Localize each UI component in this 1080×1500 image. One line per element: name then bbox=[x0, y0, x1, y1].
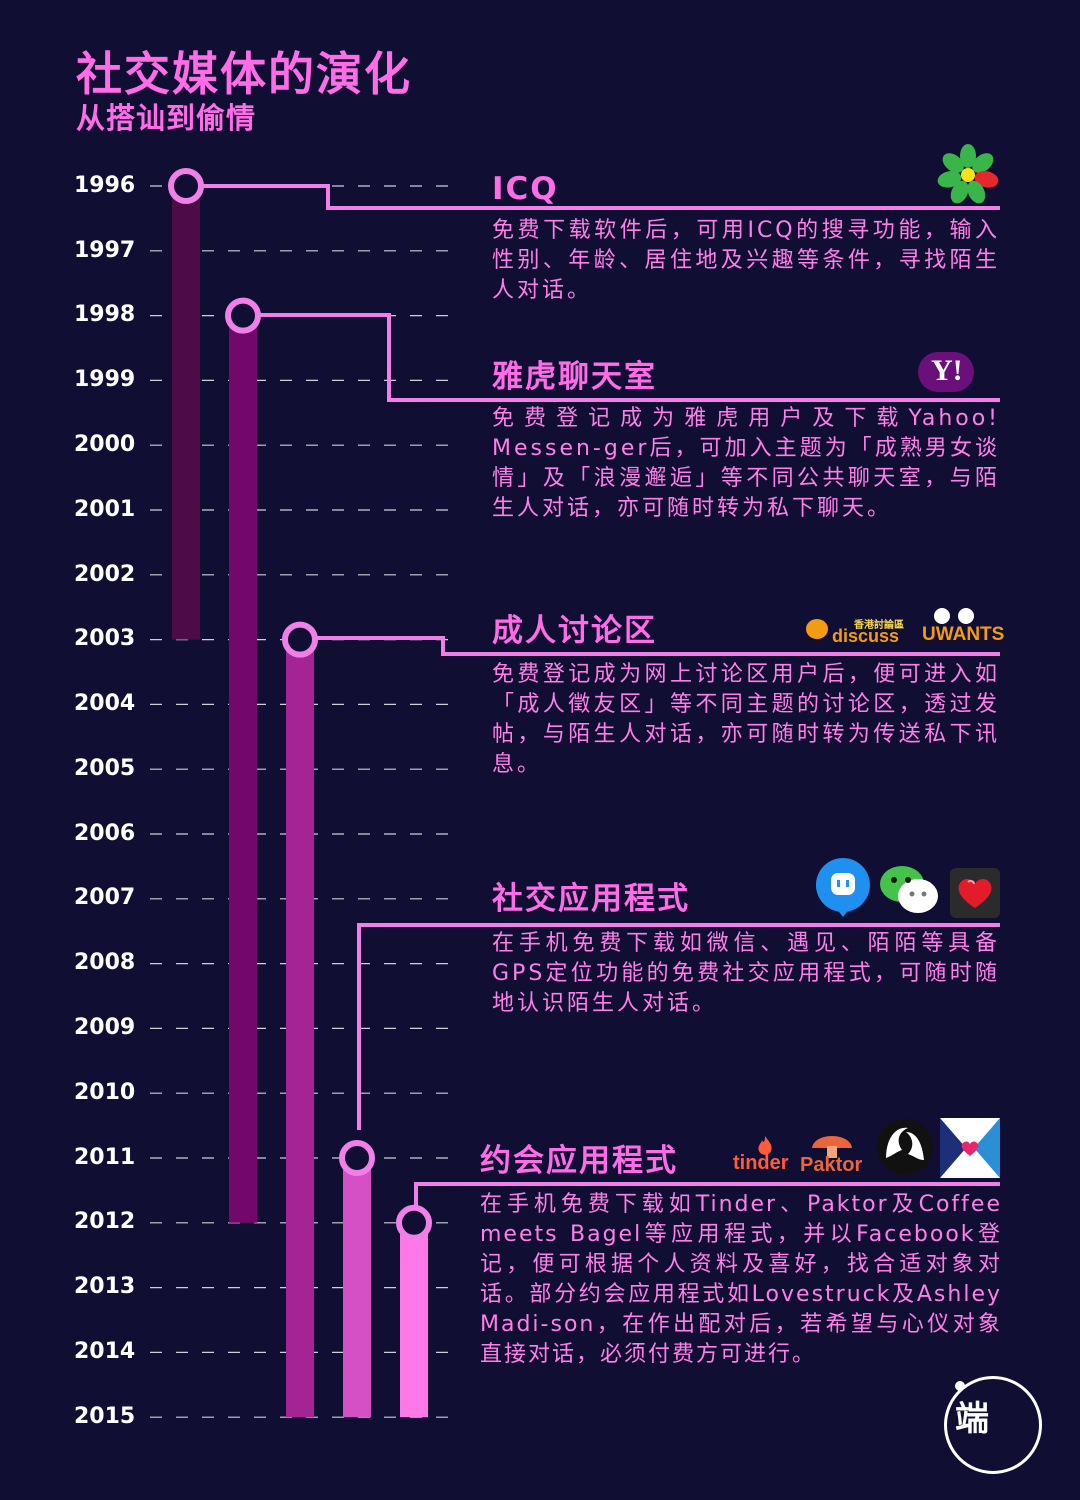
paktor-logo-text: Paktor bbox=[800, 1154, 863, 1176]
year-label: 2015 bbox=[74, 1404, 136, 1429]
brand-logo: 端 bbox=[944, 1376, 1042, 1474]
brand-logo-text: 端 bbox=[955, 1399, 989, 1439]
entry-description-yahoo: 免费登记成为雅虎用户及下载Yahoo! Messen-ger后，可加入主题为「成… bbox=[492, 406, 1000, 521]
momo-app-icon bbox=[815, 858, 870, 917]
uwants-logo-text: UWANTS bbox=[922, 624, 1005, 645]
year-label: 1996 bbox=[74, 173, 136, 198]
year-label: 2006 bbox=[74, 821, 136, 846]
connector-social-apps bbox=[357, 923, 1000, 1130]
year-label: 2008 bbox=[74, 950, 136, 975]
year-label: 2013 bbox=[74, 1274, 136, 1299]
year-label: 2007 bbox=[74, 885, 136, 910]
uwants-logo: UWANTS bbox=[920, 608, 1004, 650]
connector-icq bbox=[202, 184, 1000, 210]
discuss-logo-text: discuss bbox=[832, 626, 900, 646]
tinder-logo-text: tinder bbox=[733, 1152, 789, 1174]
wechat-app-icon bbox=[880, 866, 938, 913]
timeline-bar bbox=[343, 1158, 371, 1418]
connector-forum bbox=[316, 636, 1000, 656]
year-label: 1997 bbox=[74, 238, 136, 263]
year-label: 2009 bbox=[74, 1015, 136, 1040]
discuss-logo-small: 香港討論區 bbox=[854, 620, 904, 631]
timeline-bar bbox=[172, 186, 200, 640]
year-label: 2014 bbox=[74, 1339, 136, 1364]
paktor-mushroom-icon bbox=[812, 1136, 852, 1158]
entry-title-yahoo: 雅虎聊天室 bbox=[492, 359, 657, 395]
tinder-logo: tinder bbox=[733, 1136, 797, 1180]
timeline-node bbox=[168, 168, 204, 204]
uwants-face-icon bbox=[934, 608, 950, 624]
heart-app-icon bbox=[950, 868, 1000, 918]
timeline-bar bbox=[400, 1222, 428, 1418]
yahoo-logo: Y! bbox=[918, 352, 974, 392]
year-label: 1998 bbox=[74, 302, 136, 327]
discuss-bubble-icon bbox=[806, 619, 828, 639]
tinder-flame-icon bbox=[758, 1136, 772, 1155]
year-label: 2005 bbox=[74, 756, 136, 781]
connector-dating-apps bbox=[414, 1182, 1000, 1206]
timeline-node bbox=[396, 1204, 432, 1241]
entry-title-social-apps: 社交应用程式 bbox=[492, 881, 690, 917]
year-label: 2012 bbox=[74, 1209, 136, 1234]
year-label: 2001 bbox=[74, 497, 136, 522]
entry-title-forum: 成人讨论区 bbox=[492, 613, 657, 649]
brand-logo-dot bbox=[955, 1381, 965, 1391]
year-label: 1999 bbox=[74, 367, 136, 392]
timeline-bar bbox=[229, 315, 257, 1223]
yahoo-logo-text: Y! bbox=[931, 354, 963, 387]
paktor-logo: Paktor bbox=[800, 1128, 864, 1180]
year-label: 2010 bbox=[74, 1080, 136, 1105]
year-label: 2003 bbox=[74, 626, 136, 651]
timeline-node bbox=[225, 297, 261, 334]
connector-yahoo bbox=[259, 313, 1000, 402]
lovestruck-app-icon bbox=[877, 1119, 933, 1175]
timeline-nodes bbox=[168, 168, 432, 1241]
timeline-bar bbox=[286, 639, 314, 1418]
timeline-node bbox=[339, 1140, 375, 1176]
entry-description-social-apps: 在手机免费下载如微信、遇见、陌陌等具备GPS定位功能的免费社交应用程式，可随时随… bbox=[492, 931, 1000, 1016]
page-subtitle: 从搭讪到偷情 bbox=[76, 101, 257, 135]
year-label: 2002 bbox=[74, 562, 136, 587]
year-label: 2011 bbox=[74, 1145, 136, 1170]
uwants-face-icon bbox=[958, 608, 974, 624]
timeline-connectors bbox=[202, 184, 1000, 1206]
page-title: 社交媒体的演化 bbox=[76, 47, 412, 101]
icq-flower-icon bbox=[937, 144, 999, 204]
timeline-bars bbox=[172, 186, 428, 1418]
entry-title-icq: ICQ bbox=[492, 171, 559, 207]
entry-description-icq: 免费下载软件后，可用ICQ的搜寻功能，输入性别、年龄、居住地及兴趣等条件，寻找陌… bbox=[492, 218, 1000, 303]
entry-description-forum: 免费登记成为网上讨论区用户后，便可进入如「成人徵友区」等不同主题的讨论区，透过发… bbox=[492, 662, 1000, 777]
discuss-logo: 香港討論區 discuss bbox=[806, 614, 906, 648]
year-label: 2000 bbox=[74, 432, 136, 457]
entry-title-dating-apps: 约会应用程式 bbox=[480, 1143, 678, 1179]
coffee-meets-bagel-app-icon bbox=[940, 1118, 1000, 1178]
entry-description-dating-apps: 在手机免费下载如Tinder、Paktor及Coffee meets Bagel… bbox=[480, 1192, 1002, 1367]
timeline-node bbox=[282, 621, 318, 658]
year-label: 2004 bbox=[74, 691, 136, 716]
